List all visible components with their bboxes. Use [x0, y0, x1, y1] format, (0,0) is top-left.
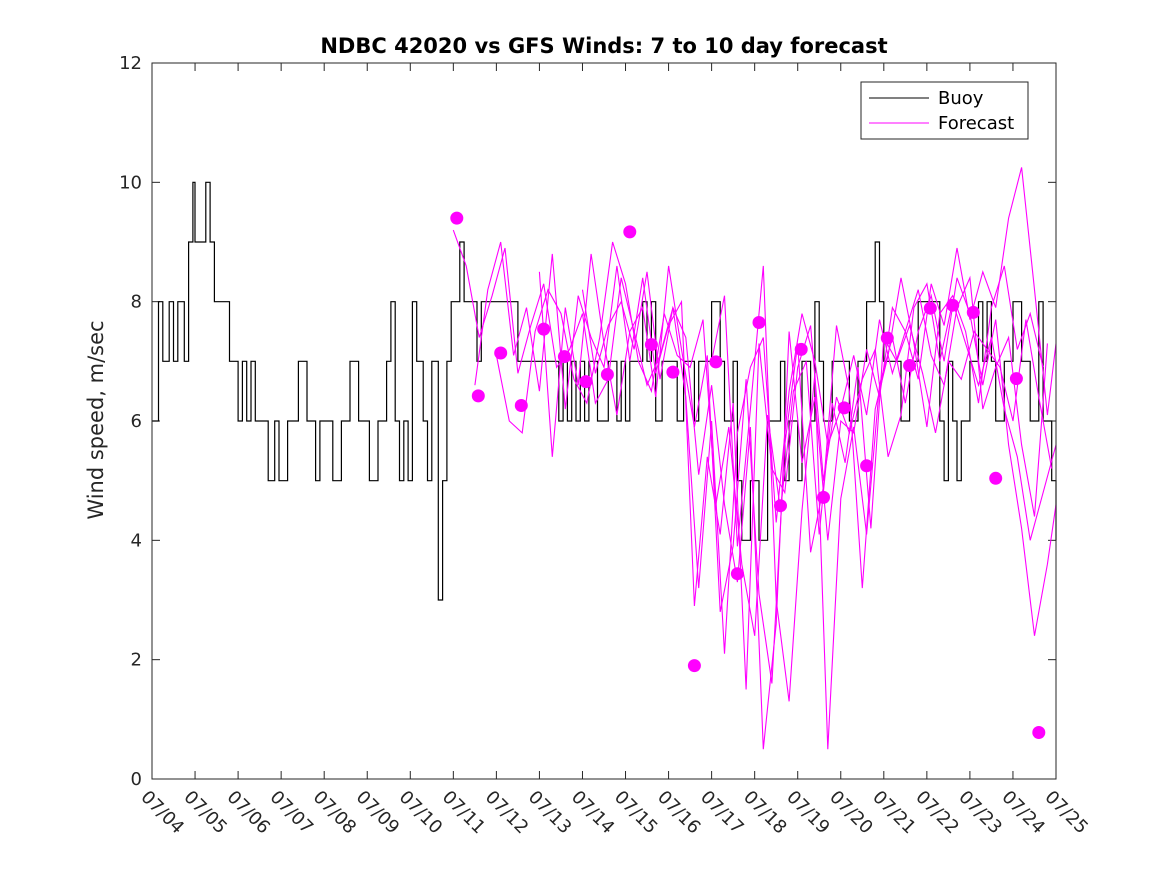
buoy-series-line	[152, 181, 1057, 601]
forecast-marker	[514, 399, 528, 412]
forecast-marker	[923, 301, 937, 315]
forecast-marker	[687, 659, 701, 673]
legend-buoy-label: Buoy	[938, 88, 984, 109]
forecast-series-line-6	[711, 265, 1057, 750]
plot-area	[151, 62, 1057, 780]
forecast-marker	[600, 368, 614, 381]
legend-box	[860, 81, 1029, 140]
legend: Buoy Forecast	[860, 81, 1029, 140]
marker-layer	[450, 211, 1046, 739]
forecast-series-line-4	[538, 253, 1044, 684]
forecast-series-line-2	[474, 241, 1057, 690]
forecast-marker	[579, 375, 593, 389]
y-tick-label: 2	[131, 650, 142, 671]
legend-forecast-label: Forecast	[938, 113, 1014, 134]
forecast-marker	[880, 331, 894, 345]
y-tick-label: 8	[131, 292, 142, 313]
forecast-layer	[452, 167, 1057, 750]
forecast-marker	[666, 365, 680, 379]
forecast-marker	[1032, 726, 1046, 739]
forecast-marker	[730, 567, 744, 581]
forecast-marker	[794, 342, 808, 356]
forecast-marker	[537, 322, 551, 336]
forecast-marker	[837, 401, 851, 415]
forecast-marker	[966, 305, 980, 319]
forecast-marker	[946, 298, 960, 312]
forecast-marker	[709, 355, 723, 369]
forecast-marker	[989, 471, 1003, 485]
y-tick-label: 12	[119, 53, 142, 74]
forecast-marker	[752, 316, 766, 329]
y-tick-label: 0	[131, 769, 142, 790]
forecast-series-line-3	[495, 241, 1053, 636]
forecast-marker	[644, 338, 658, 352]
chart-title: NDBC 42020 vs GFS Winds: 7 to 10 day for…	[320, 34, 887, 58]
forecast-marker	[494, 346, 508, 360]
forecast-marker	[623, 225, 637, 239]
y-axis-tick-labels: 0 2 4 6 8 10 12	[119, 53, 142, 790]
y-tick-label: 10	[119, 172, 142, 193]
forecast-series-line-5	[581, 167, 1057, 750]
buoy-layer	[152, 181, 1057, 601]
forecast-marker	[1009, 372, 1023, 386]
y-tick-label: 6	[131, 411, 142, 432]
forecast-marker	[860, 459, 874, 473]
axes-box	[151, 62, 1057, 780]
forecast-marker	[817, 490, 830, 504]
forecast-marker	[774, 499, 787, 513]
forecast-marker	[450, 211, 464, 225]
forecast-marker	[471, 389, 485, 403]
forecast-marker	[903, 359, 917, 372]
forecast-marker	[557, 350, 571, 364]
forecast-series-line-1	[452, 229, 1048, 654]
y-axis-label: Wind speed, m/sec	[84, 320, 108, 519]
y-tick-label: 4	[131, 530, 142, 551]
